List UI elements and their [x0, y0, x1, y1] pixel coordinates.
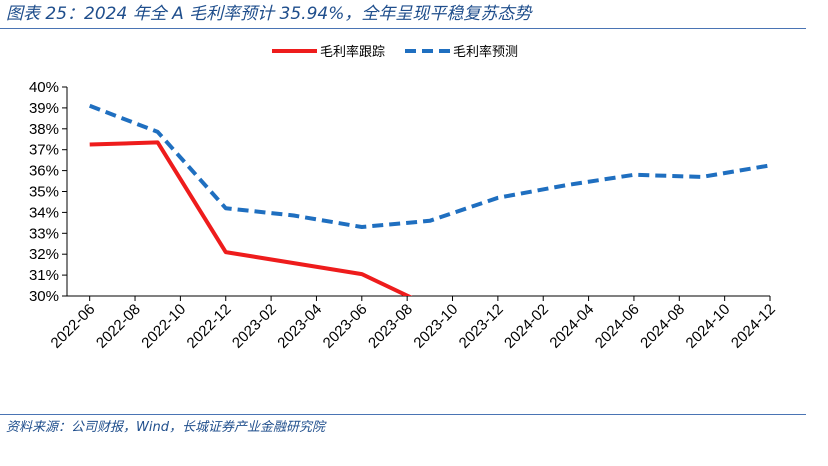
y-tick-label: 36%: [29, 163, 59, 180]
legend-label-forecast: 毛利率预测: [453, 44, 518, 60]
x-tick-label: 2024-12: [728, 301, 779, 352]
chart-axes: 30% 31% 32% 33% 34% 35% 36% 37% 38% 39% 40% 2022-06…: [29, 79, 779, 352]
x-tick-label: 2024-08: [637, 301, 688, 352]
y-tick-label: 38%: [29, 121, 59, 138]
x-tick-label: 2022-10: [138, 301, 189, 352]
y-tick-label: 34%: [29, 204, 59, 221]
line-chart: 毛利率跟踪 毛利率预测 30% 31% 32% 33% 34% 35% 36% 37% 38% 39…: [29, 44, 779, 352]
y-tick-label: 40%: [29, 79, 59, 96]
x-tick-label: 2023-06: [320, 301, 371, 352]
y-tick-label: 32%: [29, 246, 59, 263]
x-tick-label: 2024-06: [592, 301, 643, 352]
chart-series: [88, 103, 771, 296]
x-tick-label: 2023-12: [456, 301, 507, 352]
x-tick-label: 2023-10: [410, 301, 461, 352]
x-tick-label: 2024-10: [683, 301, 734, 352]
tracking-series-line: [89, 140, 413, 296]
y-tick-label: 31%: [29, 267, 59, 284]
legend-label-tracking: 毛利率跟踪: [320, 44, 385, 60]
y-tick-label: 35%: [29, 184, 59, 201]
source-rule: [0, 414, 806, 415]
title-rule: [0, 28, 806, 29]
figure-title: 图表 25：2024 年全 A 毛利率预计 35.94%，全年呈现平稳复苏态势: [6, 4, 532, 24]
x-tick-label: 2023-04: [274, 301, 325, 352]
forecast-series-line: [88, 103, 771, 229]
x-tick-label: 2022-06: [48, 301, 99, 352]
x-tick-label: 2022-08: [93, 301, 144, 352]
x-tick-label: 2023-02: [229, 301, 280, 352]
x-tick-label: 2024-02: [501, 301, 552, 352]
x-tick-label: 2024-04: [546, 301, 597, 352]
x-tick-label: 2023-08: [365, 301, 416, 352]
y-tick-label: 39%: [29, 100, 59, 117]
figure-source: 资料来源：公司财报，Wind，长城证券产业金融研究院: [6, 420, 325, 435]
chart-legend: 毛利率跟踪 毛利率预测: [272, 44, 518, 60]
y-tick-label: 33%: [29, 225, 59, 242]
y-tick-label: 30%: [29, 288, 59, 305]
x-tick-label: 2022-12: [184, 301, 235, 352]
y-tick-label: 37%: [29, 142, 59, 159]
